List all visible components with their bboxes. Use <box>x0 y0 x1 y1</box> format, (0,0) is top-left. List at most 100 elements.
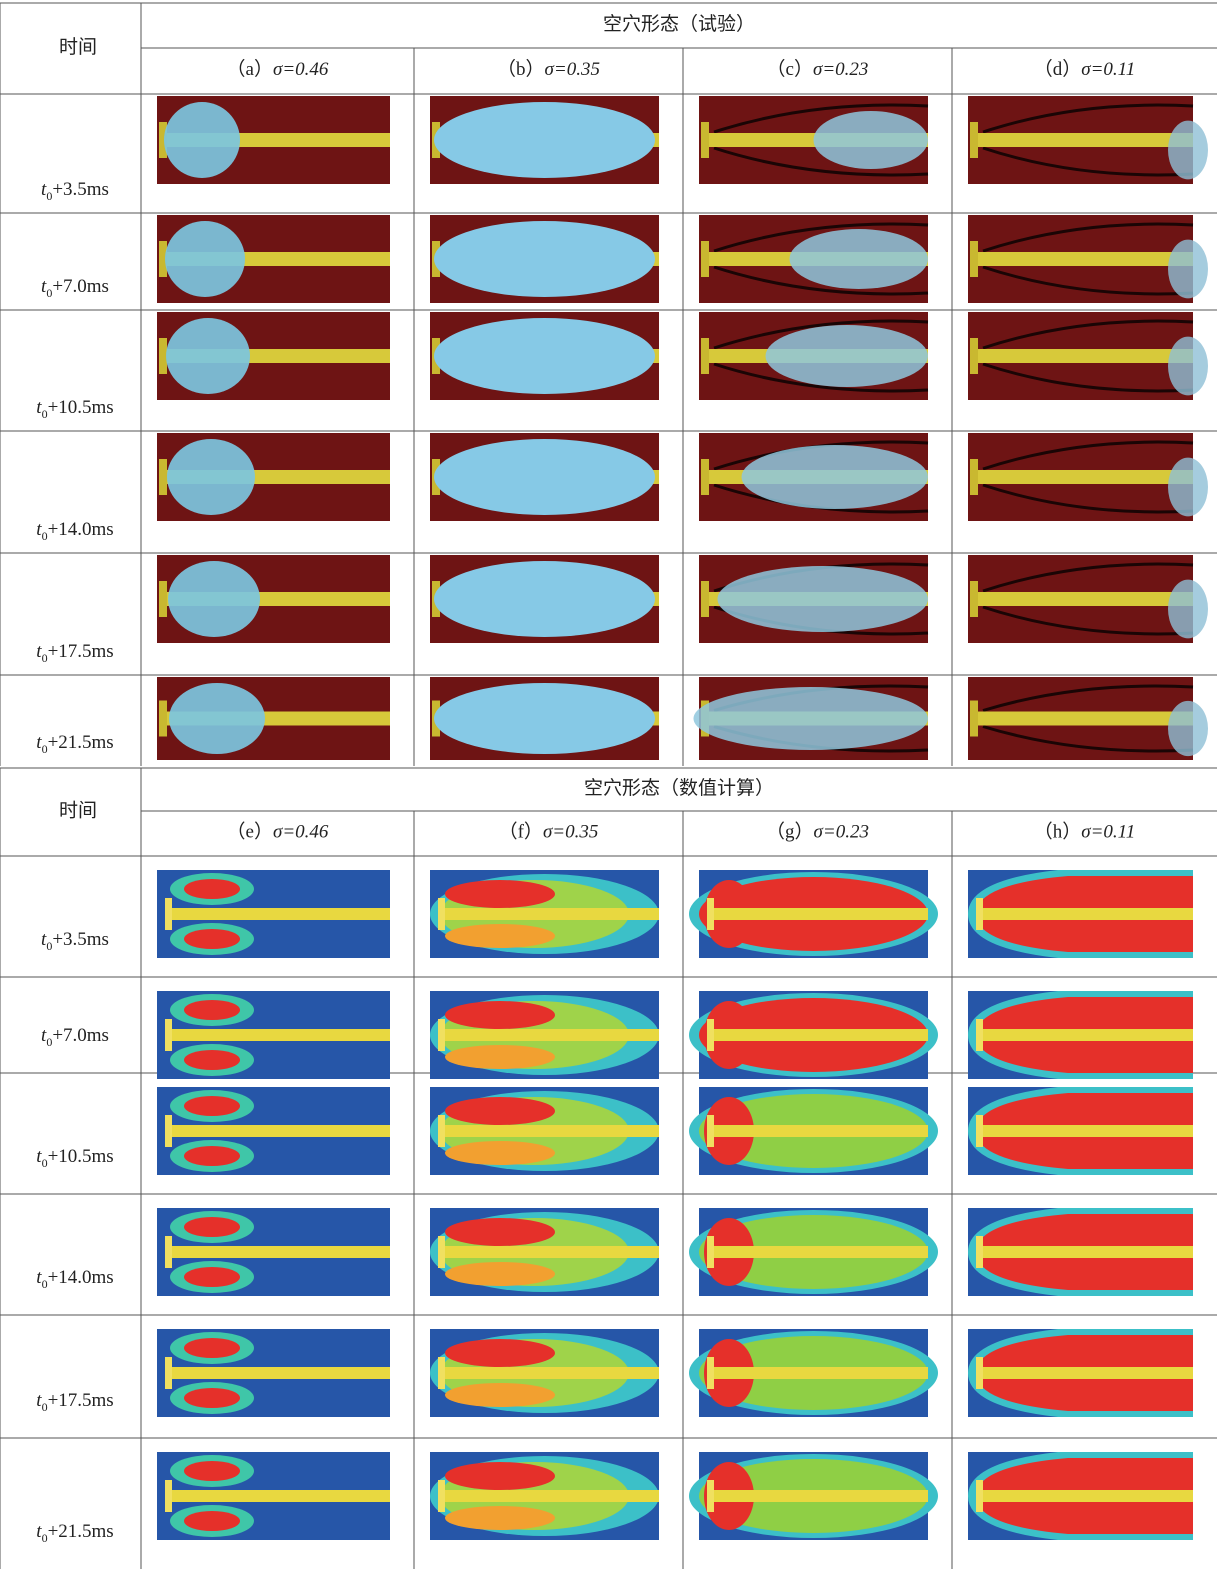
time-label: t0+10.5ms <box>36 397 113 420</box>
image-cavity <box>814 111 929 169</box>
cavity-image <box>689 1329 938 1417</box>
image-head <box>970 701 978 737</box>
time-label: t0+10.5ms <box>36 1146 113 1169</box>
cavity-image <box>689 991 938 1079</box>
cavity-image <box>430 677 659 760</box>
image-zone <box>445 1383 555 1407</box>
cavity-image <box>968 312 1208 400</box>
image-cavity <box>434 683 655 754</box>
image-head <box>970 581 978 617</box>
image-rod <box>973 349 1193 363</box>
image-rod <box>973 712 1193 726</box>
image-head <box>707 1019 714 1051</box>
image-rod <box>978 1029 1193 1041</box>
image-head <box>707 1357 714 1389</box>
image-cavity <box>1168 337 1208 396</box>
image-head <box>701 122 709 158</box>
image-head <box>707 1480 714 1512</box>
column-letter: （f） <box>499 821 543 843</box>
time-label: t0+21.5ms <box>36 732 113 755</box>
image-cavity <box>168 561 260 637</box>
image-zone <box>445 1001 555 1029</box>
time-header: 时间 <box>59 36 97 58</box>
cavity-image <box>430 1087 659 1175</box>
column-letter: （g） <box>766 821 814 843</box>
cavity-image <box>157 991 390 1079</box>
column-label: （f）σ=0.35 <box>499 821 599 843</box>
time-label: t0+14.0ms <box>36 1267 113 1290</box>
image-cavity <box>434 318 655 394</box>
cavity-image <box>689 870 938 958</box>
cavity-image <box>968 870 1193 958</box>
column-sigma: σ=0.23 <box>814 822 869 843</box>
cavity-image <box>157 312 390 400</box>
cavity-image <box>157 1452 390 1540</box>
image-zone <box>445 1462 555 1490</box>
image-head <box>707 898 714 930</box>
image-head <box>976 1357 983 1389</box>
time-offset: +21.5ms <box>48 732 114 753</box>
image-zone <box>445 924 555 948</box>
image-rod <box>709 1490 928 1502</box>
image-head <box>165 1115 172 1147</box>
image-rod <box>973 470 1193 484</box>
image-cavity <box>434 439 655 515</box>
cavity-image <box>430 215 659 303</box>
cavity-image <box>157 555 390 643</box>
image-cavity <box>434 221 655 297</box>
page: 时间空穴形态（试验）（a）σ=0.46（b）σ=0.35（c）σ=0.23（d）… <box>0 0 1217 1569</box>
cavity-image <box>157 677 390 760</box>
image-head <box>165 898 172 930</box>
image-head <box>159 338 167 374</box>
image-rod <box>978 1367 1193 1379</box>
cavity-image <box>699 555 928 643</box>
image-cavity <box>1168 240 1208 299</box>
image-head <box>970 122 978 158</box>
column-label: （g）σ=0.23 <box>766 821 869 843</box>
time-label: t0+3.5ms <box>41 929 109 952</box>
cavity-image <box>968 433 1208 521</box>
image-cavity <box>167 439 255 515</box>
image-zone <box>445 1141 555 1165</box>
cavity-image <box>699 433 928 521</box>
image-head <box>438 1236 445 1268</box>
image-head <box>970 241 978 277</box>
cavity-image <box>157 870 390 958</box>
time-offset: +21.5ms <box>48 1521 114 1542</box>
image-cavity <box>1168 580 1208 639</box>
time-offset: +14.0ms <box>48 1267 114 1288</box>
column-sigma: σ=0.46 <box>273 822 329 843</box>
cavity-image <box>157 1087 390 1175</box>
image-rod <box>440 1490 659 1502</box>
image-rod <box>978 908 1193 920</box>
column-sigma: σ=0.11 <box>1081 822 1135 843</box>
image-rod <box>167 1125 390 1137</box>
cavity-image <box>968 555 1208 643</box>
image-zone <box>445 1045 555 1069</box>
cavity-image <box>430 433 659 521</box>
image-zone <box>184 1338 240 1358</box>
time-offset: +10.5ms <box>48 397 114 418</box>
image-zone <box>184 1146 240 1166</box>
image-head <box>165 1019 172 1051</box>
image-head <box>970 459 978 495</box>
image-rod <box>978 1490 1193 1502</box>
time-offset: +7.0ms <box>52 1025 109 1046</box>
image-head <box>976 1115 983 1147</box>
column-sigma: σ=0.35 <box>543 822 598 843</box>
time-offset: +10.5ms <box>48 1146 114 1167</box>
image-rod <box>973 133 1193 147</box>
cavity-image <box>689 1208 938 1296</box>
time-label: t0+14.0ms <box>36 519 113 542</box>
image-head <box>438 1115 445 1147</box>
cavity-image <box>157 96 390 184</box>
image-head <box>976 1480 983 1512</box>
image-head <box>165 1480 172 1512</box>
cavity-image <box>699 96 928 184</box>
time-label: t0+7.0ms <box>41 276 109 299</box>
cavity-image <box>430 1208 659 1296</box>
column-label: （h）σ=0.11 <box>1034 821 1136 843</box>
cavity-image <box>968 1208 1193 1296</box>
cavity-image <box>689 1087 938 1175</box>
cavity-image <box>968 677 1208 760</box>
